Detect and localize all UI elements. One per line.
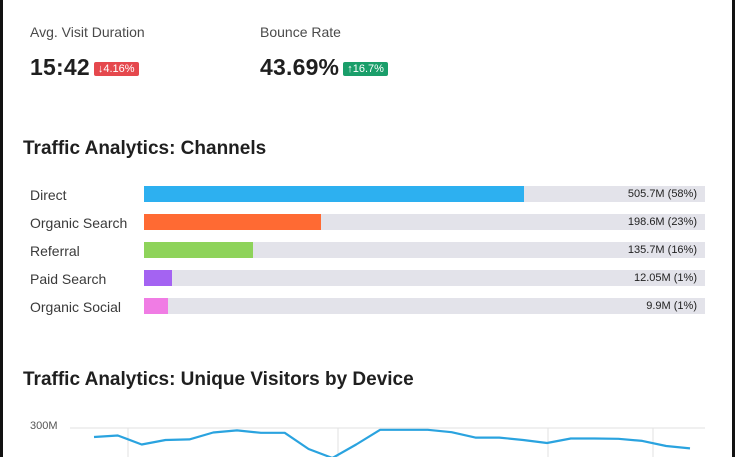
- change-value: 16.7%: [352, 62, 384, 75]
- metric-label: Bounce Rate: [260, 24, 341, 40]
- channel-row-organic-social[interactable]: Organic Social 9.9M (1%): [0, 298, 735, 316]
- metric-label: Avg. Visit Duration: [30, 24, 145, 40]
- window-border-right: [732, 0, 735, 457]
- change-badge-down: ↓4.16%: [93, 61, 139, 76]
- channel-bar-fill: [144, 186, 525, 202]
- metric-visit-duration: Avg. Visit Duration 15:42 ↓4.16%: [30, 24, 145, 81]
- change-badge-up: ↑16.7%: [343, 61, 388, 76]
- channel-value: 135.7M (16%): [627, 244, 697, 256]
- channel-value: 198.6M (23%): [627, 216, 697, 228]
- change-value: 4.16%: [103, 62, 135, 75]
- arrow-up-icon: ↑: [347, 62, 353, 75]
- y-tick-label: 300M: [30, 420, 58, 432]
- channels-section-title: Traffic Analytics: Channels: [23, 138, 267, 159]
- channel-bar-track: [144, 242, 705, 258]
- channel-value: 12.05M (1%): [634, 272, 697, 284]
- channel-bar-fill: [144, 298, 168, 314]
- device-section-title: Traffic Analytics: Unique Visitors by De…: [23, 369, 414, 390]
- channel-bar-fill: [144, 214, 321, 230]
- arrow-down-icon: ↓: [97, 62, 104, 75]
- channel-row-organic-search[interactable]: Organic Search 198.6M (23%): [0, 214, 735, 232]
- metric-bounce-rate: Bounce Rate 43.69% ↑16.7%: [260, 24, 388, 81]
- metric-value: 43.69%: [260, 54, 340, 80]
- unique-visitors-chart: 300M: [0, 418, 735, 460]
- unique-visitors-chart-svg: [70, 427, 705, 460]
- channel-name: Paid Search: [30, 271, 107, 287]
- channel-row-paid-search[interactable]: Paid Search 12.05M (1%): [0, 270, 735, 288]
- channel-row-direct[interactable]: Direct 505.7M (58%): [0, 186, 735, 204]
- channel-bar-track: [144, 214, 705, 230]
- series-line: [93, 428, 691, 460]
- metric-value: 15:42: [30, 54, 90, 80]
- channel-name: Organic Search: [30, 215, 128, 231]
- channel-value: 9.9M (1%): [646, 300, 697, 312]
- channel-bar-track: [144, 270, 705, 286]
- channel-row-referral[interactable]: Referral 135.7M (16%): [0, 242, 735, 260]
- channel-bar-fill: [144, 270, 173, 286]
- channel-bar-fill: [144, 242, 253, 258]
- channel-value: 505.7M (58%): [627, 188, 697, 200]
- channel-name: Organic Social: [30, 299, 122, 315]
- channel-bar-track: [144, 186, 705, 202]
- window-border-left: [0, 0, 3, 457]
- channel-name: Referral: [30, 243, 80, 259]
- channel-bar-track: [144, 298, 705, 314]
- channel-name: Direct: [30, 187, 67, 203]
